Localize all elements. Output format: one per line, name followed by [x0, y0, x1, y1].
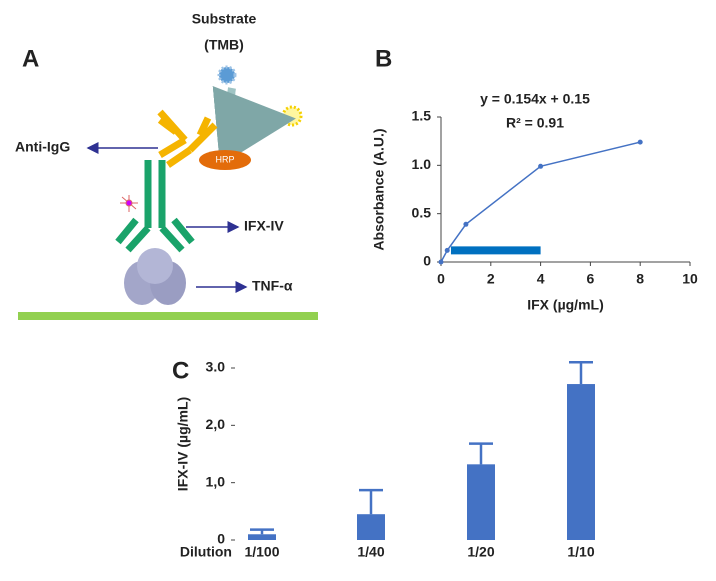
product-icon: [281, 105, 303, 127]
anti-igg-antibody: [157, 109, 218, 168]
x-tick-label: 2: [487, 271, 495, 287]
x-tick-label: 1/100: [244, 544, 279, 560]
x-tick-label: 6: [587, 271, 595, 287]
panel-b: By = 0.154x + 0.15 R² = 0.91 0 0.5 1.0 1.5 0 2 4…: [371, 45, 698, 312]
y-tick-label: 3.0: [206, 359, 226, 375]
annotation: y = 0.154x + 0.15: [480, 91, 590, 107]
bar: [248, 534, 276, 540]
substrate-label: Substrate: [192, 11, 257, 27]
panel-a: A Substrate (TMB) HRP Anti-IgG IFX-IV TN…: [15, 11, 318, 320]
annotation: R² = 0.91: [506, 115, 564, 131]
y-tick-label: 0: [423, 253, 431, 269]
data-point: [538, 163, 544, 169]
hrp-label: HRP: [215, 154, 234, 164]
error-bar: [569, 361, 593, 385]
y-tick-label: 1.0: [412, 156, 432, 172]
ifx-antibody: [115, 160, 195, 253]
bar: [567, 384, 595, 540]
data-line: [440, 141, 641, 263]
error-bar: [469, 442, 493, 465]
x-tick-label: 4: [537, 271, 545, 287]
ifx-iv-label: IFX-IV: [244, 218, 284, 234]
y-axis-label: Absorbance (A.U.): [371, 128, 387, 250]
reaction-arrow: [212, 85, 296, 166]
x-tick-label: 0: [437, 271, 445, 287]
panel-label: A: [22, 45, 39, 72]
panel-label: B: [375, 45, 392, 72]
hrp: [199, 150, 251, 170]
x-tick-label: 1/40: [357, 544, 384, 560]
y-tick-label: 1,0: [206, 473, 226, 489]
tnf: [137, 248, 173, 284]
drug-icon: [120, 195, 138, 212]
data-point: [637, 139, 643, 145]
substrate-label: (TMB): [204, 37, 244, 53]
data-point: [438, 259, 444, 265]
surface: [18, 312, 318, 320]
anti-igg-label: Anti-IgG: [15, 139, 70, 155]
x-tick-label: 8: [636, 271, 644, 287]
data-point: [463, 221, 469, 227]
y-tick-label: 1.5: [412, 108, 432, 124]
error-bar: [250, 528, 274, 535]
tnf-label: TNF-α: [252, 278, 293, 294]
data-point: [444, 247, 450, 253]
y-tick-label: 0.5: [412, 204, 432, 220]
x-axis-label: Dilution: [180, 544, 232, 560]
x-tick-label: 1/20: [467, 544, 494, 560]
bar: [357, 514, 385, 540]
x-tick-label: 10: [682, 271, 698, 287]
panel-label: C: [172, 357, 189, 384]
y-axis-label: IFX-IV (µg/mL): [175, 397, 191, 491]
error-bar: [359, 488, 383, 515]
x-axis-label: IFX (µg/mL): [527, 297, 604, 313]
y-tick-label: 0: [217, 531, 225, 547]
substrate-icon: [217, 65, 237, 85]
y-tick-label: 2,0: [206, 416, 226, 432]
bar: [467, 464, 495, 540]
x-tick-label: 1/10: [567, 544, 594, 560]
